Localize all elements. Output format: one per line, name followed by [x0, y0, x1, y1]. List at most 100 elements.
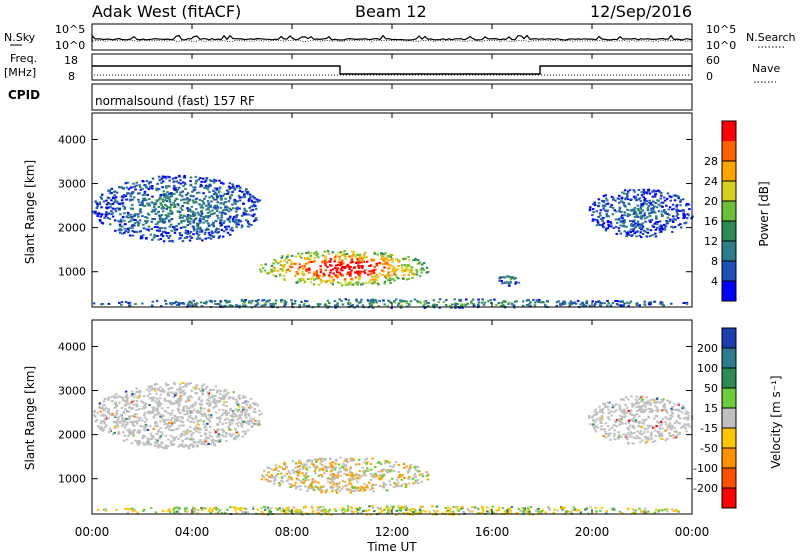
- echo-cell: [261, 305, 264, 307]
- echo-cell: [286, 473, 289, 475]
- echo-cell: [315, 278, 318, 280]
- echo-cell: [128, 403, 130, 405]
- echo-cell: [163, 391, 166, 393]
- echo-cell: [195, 426, 198, 428]
- echo-cell: [193, 428, 196, 430]
- echo-cell: [407, 256, 410, 258]
- echo-cell: [612, 213, 615, 215]
- echo-cell: [311, 507, 314, 509]
- echo-cell: [216, 430, 219, 432]
- echo-cell: [224, 419, 227, 421]
- echo-cell: [133, 196, 136, 198]
- echo-cell: [606, 305, 609, 307]
- echo-cell: [412, 478, 415, 480]
- echo-cell: [674, 194, 677, 196]
- echo-cell: [178, 187, 181, 189]
- echo-cell: [193, 409, 196, 411]
- echo-cell: [96, 215, 99, 217]
- echo-cell: [410, 300, 413, 302]
- echo-cell: [148, 404, 151, 406]
- echo-cell: [679, 417, 682, 419]
- echo-cell: [142, 442, 145, 444]
- echo-cell: [170, 425, 173, 427]
- echo-cell: [669, 423, 672, 425]
- echo-cell: [255, 208, 258, 210]
- echo-cell: [289, 483, 292, 485]
- echo-cell: [303, 303, 306, 305]
- echo-cell: [175, 392, 178, 394]
- echo-cell: [177, 438, 180, 440]
- echo-cell: [347, 505, 350, 507]
- echo-cell: [199, 199, 202, 201]
- echo-cell: [324, 466, 327, 468]
- echo-cell: [285, 271, 288, 273]
- echo-cell: [172, 178, 175, 180]
- echo-cell: [370, 479, 373, 481]
- echo-cell: [641, 433, 644, 435]
- echo-cell: [602, 208, 605, 210]
- echo-cell: [94, 200, 97, 202]
- echo-cell: [580, 511, 583, 513]
- echo-cell: [173, 193, 176, 195]
- echo-cell: [573, 507, 576, 509]
- echo-cell: [608, 418, 611, 420]
- echo-cell: [662, 400, 665, 402]
- echo-cell: [210, 300, 213, 302]
- echo-cell: [602, 412, 605, 414]
- echo-region-1: [259, 250, 430, 286]
- echo-cell: [245, 417, 248, 419]
- echo-cell: [644, 428, 647, 430]
- echo-cell: [169, 196, 172, 198]
- echo-cell: [410, 464, 413, 466]
- echo-cell: [657, 409, 660, 411]
- echo-cell: [238, 508, 241, 510]
- echo-cell: [108, 218, 111, 220]
- echo-cell: [242, 395, 245, 397]
- echo-cell: [327, 300, 330, 302]
- echo-cell: [131, 391, 134, 393]
- echo-cell: [173, 422, 176, 424]
- echo-cell: [179, 386, 182, 388]
- echo-cell: [420, 505, 423, 507]
- echo-cell: [139, 204, 142, 206]
- echo-cell: [295, 488, 298, 490]
- echo-cell: [233, 391, 236, 393]
- echo-cell: [244, 414, 247, 416]
- colorbar-tick-label: 100: [697, 362, 718, 375]
- echo-cell: [219, 187, 222, 189]
- freq-trace: [92, 66, 692, 74]
- echo-cell: [210, 201, 213, 203]
- echo-cell: [660, 192, 663, 194]
- echo-cell: [359, 507, 362, 509]
- echo-cell: [203, 218, 206, 220]
- echo-cell: [144, 412, 147, 414]
- echo-cell: [613, 227, 616, 229]
- echo-cell: [624, 189, 627, 191]
- echo-cell: [282, 481, 285, 483]
- echo-cell: [195, 183, 198, 185]
- echo-cell: [403, 274, 406, 276]
- echo-cell: [170, 392, 173, 394]
- echo-cell: [532, 299, 535, 301]
- echo-cell: [675, 206, 678, 208]
- echo-cell: [395, 276, 398, 278]
- echo-cell: [97, 425, 100, 427]
- echo-cell: [314, 272, 317, 274]
- echo-cell: [655, 410, 658, 412]
- echo-cell: [640, 200, 643, 202]
- echo-cell: [670, 226, 673, 228]
- echo-cell: [307, 475, 310, 477]
- echo-cell: [669, 206, 672, 208]
- echo-cell: [226, 302, 229, 304]
- echo-cell: [192, 226, 195, 228]
- echo-cell: [183, 394, 186, 396]
- echo-cell: [546, 300, 549, 302]
- echo-cell: [185, 237, 188, 239]
- echo-cell: [389, 465, 392, 467]
- echo-cell: [669, 417, 672, 419]
- echo-cell: [586, 302, 589, 304]
- echo-cell: [199, 420, 202, 422]
- echo-cell: [666, 400, 669, 402]
- colorbar-tick-label: 15: [704, 402, 718, 415]
- echo-cell: [179, 389, 182, 391]
